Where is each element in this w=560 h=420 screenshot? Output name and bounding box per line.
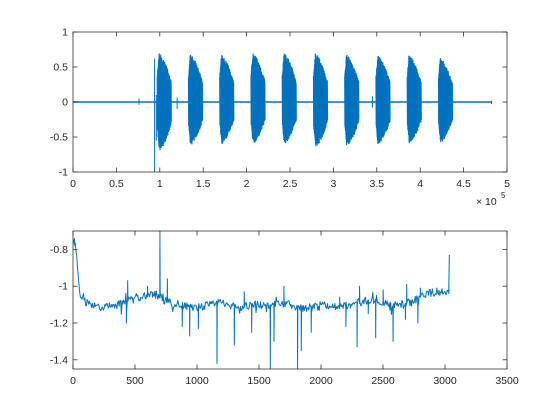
bottom-chart-x-tick-label: 0 [70,375,76,387]
signal-burst-core [314,65,323,137]
signal-burst-core [158,65,166,139]
top-chart-x-tick-label: 1 [157,178,163,190]
bottom-chart: 0 500 1000 1500 2000 2500 3000 3500 -1.4 -1.2 -1 -0… [50,230,519,387]
bottom-chart-marks [73,231,450,369]
bottom-chart-x-tick-label: 3500 [495,375,519,387]
bottom-chart-x-tick-label: 2000 [309,375,333,387]
top-chart-x-tick-label: 4.5 [456,178,471,190]
signal-burst-core [252,65,260,134]
top-chart-x-tick-label: 5 [504,178,510,190]
top-chart-x-tick-label: 4 [417,178,423,190]
bottom-chart-x-tick-label: 500 [126,375,144,387]
bottom-chart-x-tick-label: 3000 [433,375,457,387]
bottom-chart-x-tick-label: 1500 [247,375,271,387]
top-chart-exponent-power: 5 [501,191,506,200]
top-chart-tick-labels: 0 0.5 1 1.5 2 2.5 3 3.5 4 4.5 5 -1 -0.5 0 0.5 1 [50,27,510,191]
bottom-chart-axes-box [72,230,508,370]
top-chart-exponent-base: × 10 [476,196,497,208]
top-chart-y-tick-label: -1 [59,167,68,179]
top-chart-x-tick-label: 0 [70,178,76,190]
top-chart-x-tick-label: 0.5 [109,178,124,190]
bottom-chart-tick-labels: 0 500 1000 1500 2000 2500 3000 3500 -1.4 -1.2 -1 -0… [50,244,519,387]
series-line [73,231,450,369]
top-chart: 0 0.5 1 1.5 2 2.5 3 3.5 4 4.5 5 -1 -0.5 0 0.5 1 × 10 5 [50,27,510,209]
bottom-chart-y-tick-label: -1 [59,281,68,293]
bottom-chart-x-tick-label: 1000 [185,375,209,387]
signal-burst-core [377,66,385,135]
signal-burst-core [439,68,448,133]
top-chart-y-tick-label: 1 [62,27,68,39]
top-chart-x-tick-label: 2.5 [283,178,298,190]
signal-burst-core [283,65,291,134]
top-chart-x-tick-label: 1.5 [196,178,211,190]
top-chart-marks [73,53,493,172]
top-chart-y-tick-label: 0 [62,97,68,109]
top-chart-y-tick-label: -0.5 [50,132,68,144]
bottom-chart-y-tick-label: -0.8 [50,244,68,256]
signal-burst-core [220,66,229,134]
signal-burst-core [408,66,416,134]
bottom-chart-y-tick-label: -1.4 [50,354,68,366]
top-chart-ticks [72,31,508,173]
top-chart-x-tick-label: 2 [244,178,250,190]
top-chart-x-tick-label: 3.5 [369,178,384,190]
bottom-chart-x-tick-label: 2500 [371,375,395,387]
bottom-chart-ticks [72,231,508,369]
signal-burst-core [345,66,354,136]
top-chart-x-tick-label: 3 [330,178,336,190]
bottom-chart-y-tick-label: -1.2 [50,318,68,330]
bottom-chart-plot-area [73,231,507,369]
top-chart-y-tick-label: 0.5 [53,62,68,74]
signal-burst-core [189,66,198,135]
